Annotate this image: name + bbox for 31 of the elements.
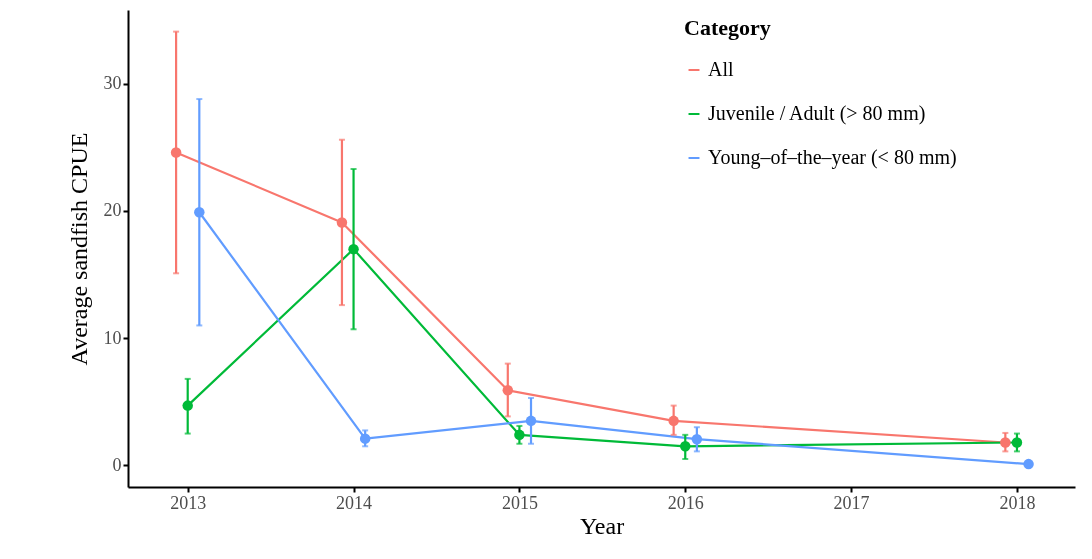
point <box>668 415 679 427</box>
y-tick-label: 30 <box>103 73 122 94</box>
x-tick-label: 2015 <box>501 492 538 513</box>
legend-title: Category <box>684 15 771 40</box>
point <box>1011 437 1023 448</box>
x-tick-label: 2018 <box>999 492 1036 513</box>
x-tick-label: 2014 <box>336 492 373 513</box>
point <box>680 441 691 452</box>
x-tick-label: 2016 <box>667 492 704 513</box>
point <box>1023 458 1034 470</box>
point <box>525 415 537 427</box>
point <box>182 400 193 411</box>
y-tick-label: 10 <box>103 327 122 348</box>
point <box>502 385 514 396</box>
y-tick-label: 20 <box>103 200 122 221</box>
point <box>1000 437 1011 448</box>
point <box>194 207 205 218</box>
point <box>359 433 371 444</box>
point <box>691 433 703 445</box>
point <box>336 217 348 228</box>
point <box>348 243 359 255</box>
legend-label: Young–of–the–year (< 80 mm) <box>708 146 957 169</box>
x-tick-label: 2017 <box>833 492 870 513</box>
point <box>170 147 182 158</box>
x-axis-title: Year <box>579 512 625 539</box>
point <box>514 429 525 441</box>
legend-label: Juvenile / Adult (> 80 mm) <box>708 102 926 125</box>
x-tick-label: 2013 <box>170 492 207 513</box>
y-axis-title: Average sandfish CPUE <box>65 132 92 366</box>
y-tick-label: 0 <box>112 454 122 475</box>
legend-label: All <box>708 58 734 80</box>
